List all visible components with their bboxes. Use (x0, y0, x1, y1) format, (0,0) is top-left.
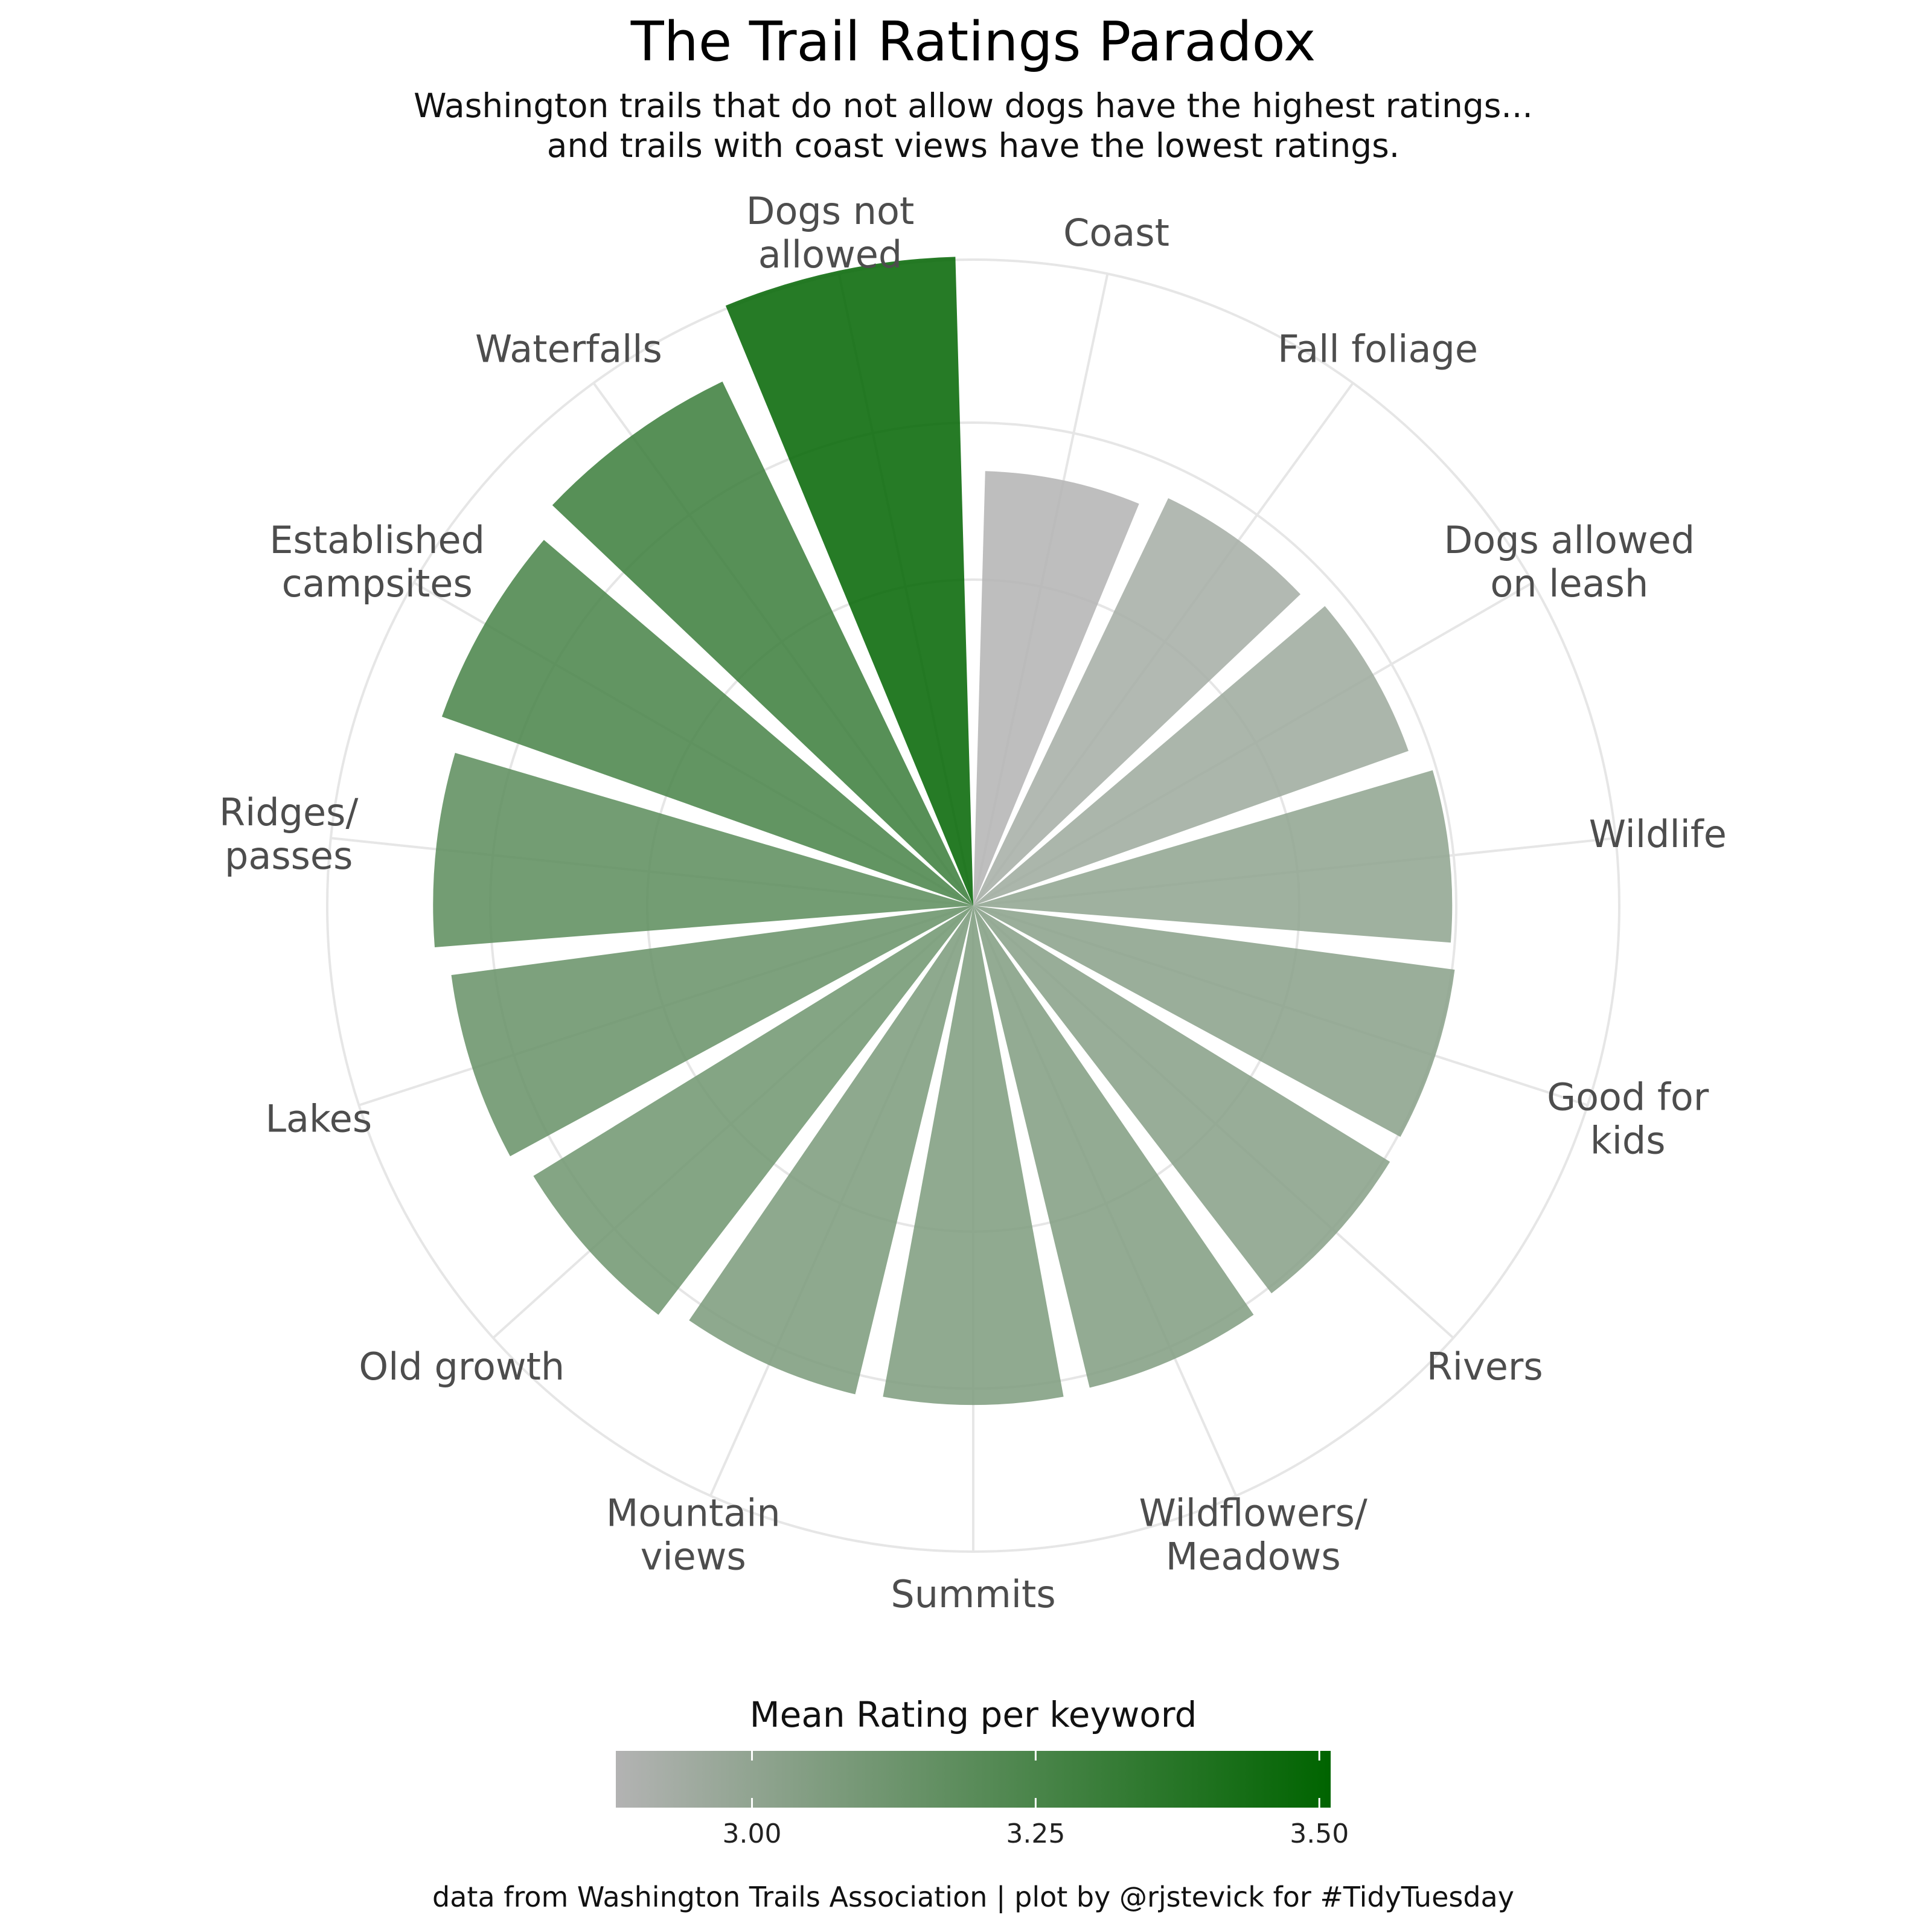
bar-waterfalls (552, 382, 973, 906)
category-label: Dogs not allowed (746, 189, 915, 277)
bar-wildflowers-meadows (973, 906, 1254, 1388)
legend-title: Mean Rating per keyword (750, 1694, 1197, 1735)
bar-good-for-kids (973, 906, 1455, 1137)
bar-dogs-not-allowed (725, 257, 973, 906)
bar-wildlife (973, 770, 1453, 943)
category-label: Old growth (359, 1345, 565, 1389)
category-label: Rivers (1427, 1345, 1543, 1389)
legend: Mean Rating per keyword 3.00 3.25 3.50 (616, 1694, 1349, 1849)
chart-title: The Trail Ratings Paradox (630, 10, 1316, 74)
bar-old-growth (533, 906, 973, 1315)
bar-mountain-views (689, 906, 973, 1395)
bar-lakes (451, 906, 973, 1157)
category-label: Established campsites (269, 518, 485, 606)
legend-colorbar (616, 1751, 1331, 1808)
legend-tick-label: 3.00 (723, 1818, 782, 1849)
bar-coast (973, 471, 1139, 906)
bar-ridges-passes (433, 753, 973, 947)
category-label: Good for kids (1547, 1075, 1709, 1162)
legend-ticks: 3.00 3.25 3.50 (723, 1751, 1349, 1849)
bars (433, 257, 1455, 1406)
legend-tick-label: 3.50 (1290, 1818, 1349, 1849)
chart-subtitle-line-2: and trails with coast views have the low… (547, 126, 1400, 165)
bar-rivers (973, 906, 1390, 1294)
category-label: Lakes (265, 1096, 372, 1140)
caption: data from Washington Trails Association … (432, 1881, 1514, 1914)
chart-subtitle-line-1: Washington trails that do not allow dogs… (414, 86, 1533, 125)
bar-dogs-allowed-on-leash (973, 606, 1409, 906)
category-label: Dogs allowed on leash (1444, 518, 1695, 606)
bar-established-campsites (441, 540, 973, 906)
category-label: Wildlife (1589, 812, 1727, 856)
category-label: Wildflowers/Meadows (1139, 1491, 1367, 1578)
category-label: Mountain views (606, 1491, 781, 1578)
category-label: Coast (1063, 211, 1169, 255)
legend-tick-label: 3.25 (1006, 1818, 1065, 1849)
bar-fall-foliage (973, 498, 1300, 906)
category-label: Waterfalls (475, 327, 662, 371)
category-label: Fall foliage (1278, 327, 1478, 371)
category-label: Ridges/passes (219, 790, 358, 878)
bar-summits (883, 906, 1064, 1406)
category-labels: Coast Fall foliage Dogs allowed on leash Wil… (219, 189, 1727, 1616)
category-label: Summits (891, 1572, 1055, 1616)
